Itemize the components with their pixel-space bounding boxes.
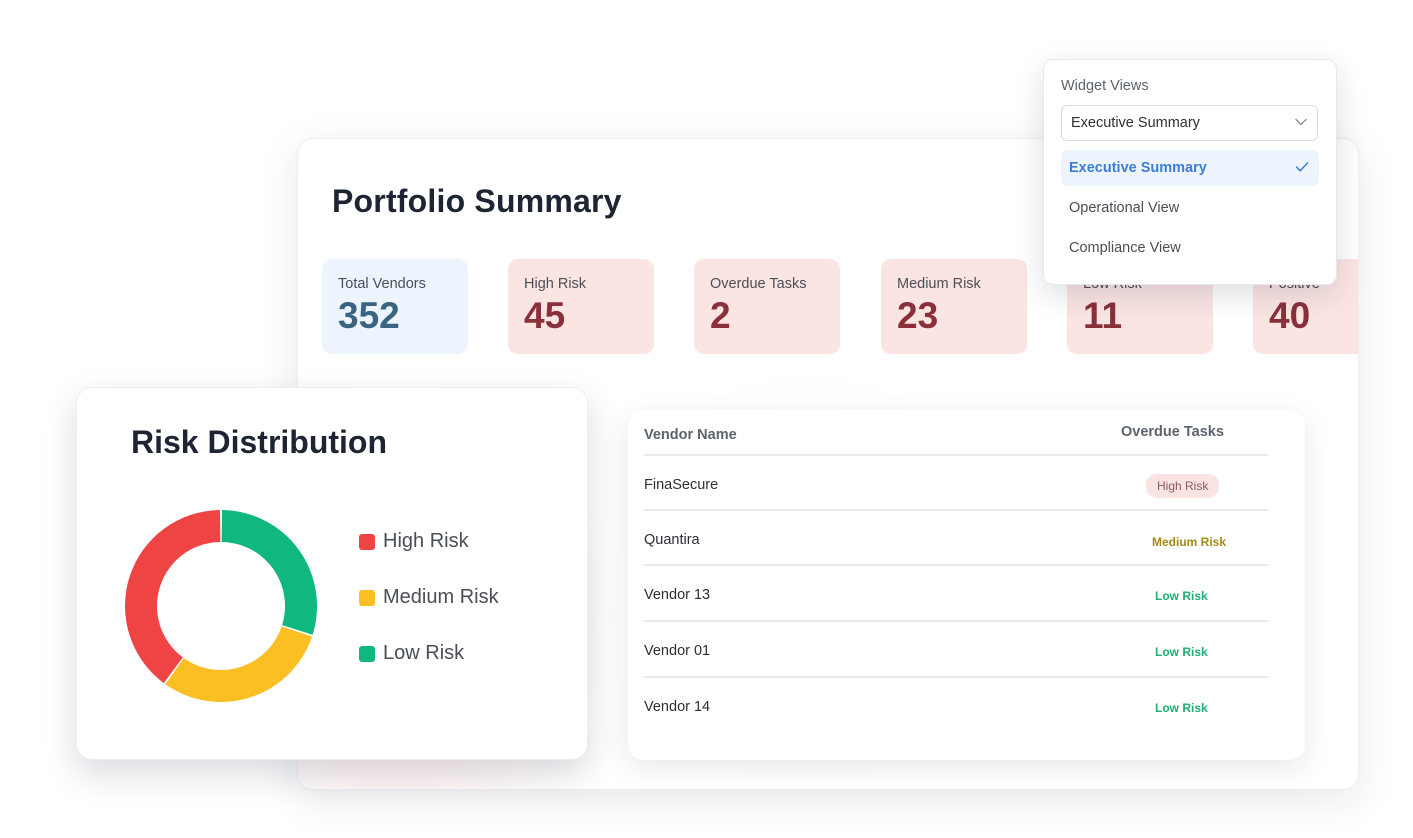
metric-label: High Risk [524, 276, 587, 292]
donut-slice-low-risk[interactable] [221, 510, 317, 635]
metric-medium-risk[interactable]: Medium Risk 23 [881, 259, 1027, 354]
checkmark-icon [1295, 162, 1309, 172]
table-row-vendor-name[interactable]: FinaSecure [644, 477, 719, 493]
table-divider [644, 676, 1268, 678]
table-divider [644, 454, 1268, 456]
selected-view-value: Executive Summary [1071, 115, 1200, 131]
option-label: Executive Summary [1069, 160, 1207, 176]
table-row-vendor-name[interactable]: Vendor 13 [644, 587, 711, 603]
donut-slice-medium-risk[interactable] [165, 626, 312, 702]
table-row-vendor-name[interactable]: Quantira [644, 532, 700, 548]
metric-value: 45 [524, 295, 566, 336]
metric-value: 40 [1269, 295, 1311, 336]
legend-label: Low Risk [383, 642, 465, 664]
risk-badge: Low Risk [1155, 589, 1208, 603]
donut-slice-high-risk[interactable] [125, 510, 221, 684]
metric-value: 2 [710, 295, 731, 336]
option-operational-view[interactable]: Operational View [1061, 190, 1319, 226]
vendor-table-card: Vendor Name Overdue Tasks FinaSecure Hig… [628, 410, 1305, 760]
page-title: Portfolio Summary [332, 183, 622, 219]
risk-badge: Medium Risk [1152, 535, 1227, 549]
metric-label: Medium Risk [897, 276, 981, 292]
legend-label: High Risk [383, 530, 469, 552]
metric-high-risk[interactable]: High Risk 45 [508, 259, 654, 354]
table-row-vendor-name[interactable]: Vendor 14 [644, 699, 711, 715]
option-compliance-view[interactable]: Compliance View [1061, 230, 1319, 266]
table-row-vendor-name[interactable]: Vendor 01 [644, 643, 711, 659]
option-executive-summary[interactable]: Executive Summary [1061, 150, 1319, 186]
metric-label: Overdue Tasks [710, 276, 807, 292]
widget-view-select[interactable]: Executive Summary [1061, 105, 1318, 141]
table-divider [644, 620, 1268, 622]
chevron-down-icon [1295, 118, 1307, 126]
legend-label: Medium Risk [383, 586, 499, 608]
risk-badge: High Risk [1146, 474, 1220, 498]
column-header-vendor-name[interactable]: Vendor Name [644, 427, 737, 443]
legend-swatch [359, 646, 375, 662]
risk-badge: Low Risk [1155, 645, 1208, 659]
metric-label: Total Vendors [338, 276, 426, 292]
option-label: Operational View [1069, 200, 1180, 216]
table-divider [644, 509, 1268, 511]
widget-views-dropdown: Widget Views Executive Summary Executive… [1043, 59, 1337, 285]
table-divider [644, 564, 1268, 566]
metric-total-vendors[interactable]: Total Vendors 352 [322, 259, 468, 354]
risk-donut-chart [125, 510, 317, 702]
legend-swatch [359, 534, 375, 550]
column-header-overdue-tasks[interactable]: Overdue Tasks [1121, 424, 1224, 440]
widget-views-label: Widget Views [1061, 78, 1149, 94]
risk-distribution-title: Risk Distribution [131, 424, 388, 460]
metric-value: 23 [897, 295, 939, 336]
metric-value: 11 [1083, 295, 1123, 336]
legend-swatch [359, 590, 375, 606]
risk-badge: Low Risk [1155, 701, 1208, 715]
risk-distribution-card: Risk Distribution High Risk Medium Risk … [76, 387, 588, 760]
metric-overdue-tasks[interactable]: Overdue Tasks 2 [694, 259, 840, 354]
metric-value: 352 [338, 295, 400, 336]
option-label: Compliance View [1069, 240, 1181, 256]
